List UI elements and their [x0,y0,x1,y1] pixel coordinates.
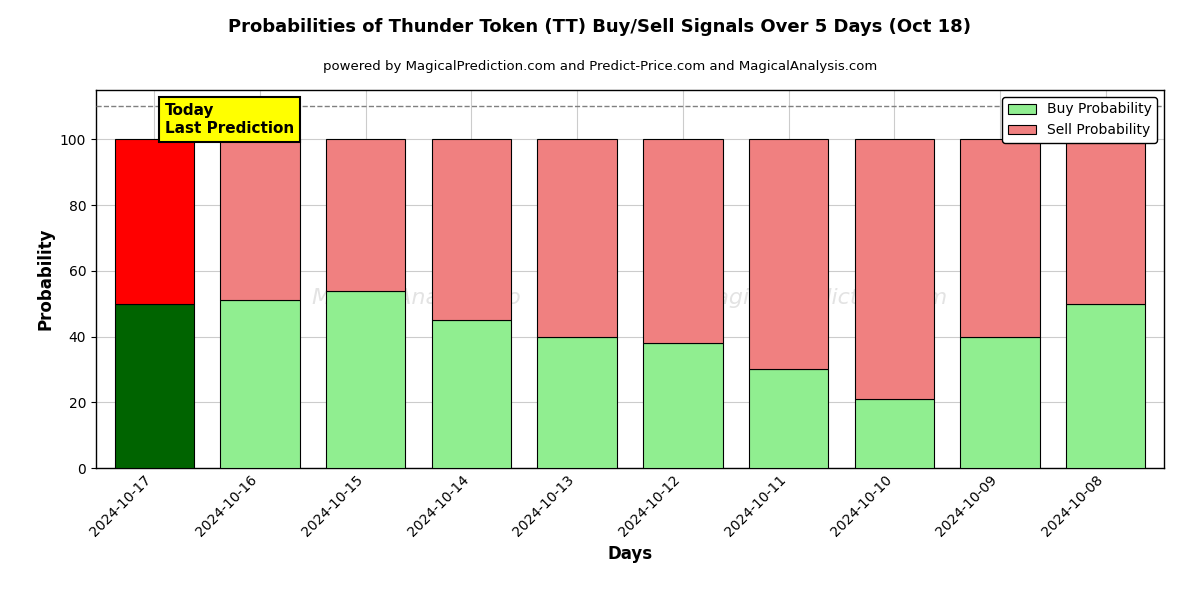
Bar [114,139,194,304]
Text: powered by MagicalPrediction.com and Predict-Price.com and MagicalAnalysis.com: powered by MagicalPrediction.com and Pre… [323,60,877,73]
Text: Today
Last Prediction: Today Last Prediction [164,103,294,136]
Bar [326,290,406,468]
Bar [538,337,617,468]
Y-axis label: Probability: Probability [36,228,54,330]
Bar [1066,304,1146,468]
Bar [854,399,934,468]
Text: Probabilities of Thunder Token (TT) Buy/Sell Signals Over 5 Days (Oct 18): Probabilities of Thunder Token (TT) Buy/… [228,18,972,36]
Bar [538,139,617,337]
Bar [221,301,300,468]
Bar [643,343,722,468]
Bar [854,139,934,399]
Text: MagicalPrediction.com: MagicalPrediction.com [697,288,948,308]
Bar [432,139,511,320]
Bar [643,139,722,343]
Bar [114,304,194,468]
Legend: Buy Probability, Sell Probability: Buy Probability, Sell Probability [1002,97,1157,143]
Text: MagicalAnalysis.co: MagicalAnalysis.co [312,288,521,308]
Bar [221,139,300,301]
Bar [1066,139,1146,304]
Bar [960,337,1039,468]
Bar [432,320,511,468]
Bar [326,139,406,290]
X-axis label: Days: Days [607,545,653,563]
Bar [960,139,1039,337]
Bar [749,139,828,370]
Bar [749,370,828,468]
